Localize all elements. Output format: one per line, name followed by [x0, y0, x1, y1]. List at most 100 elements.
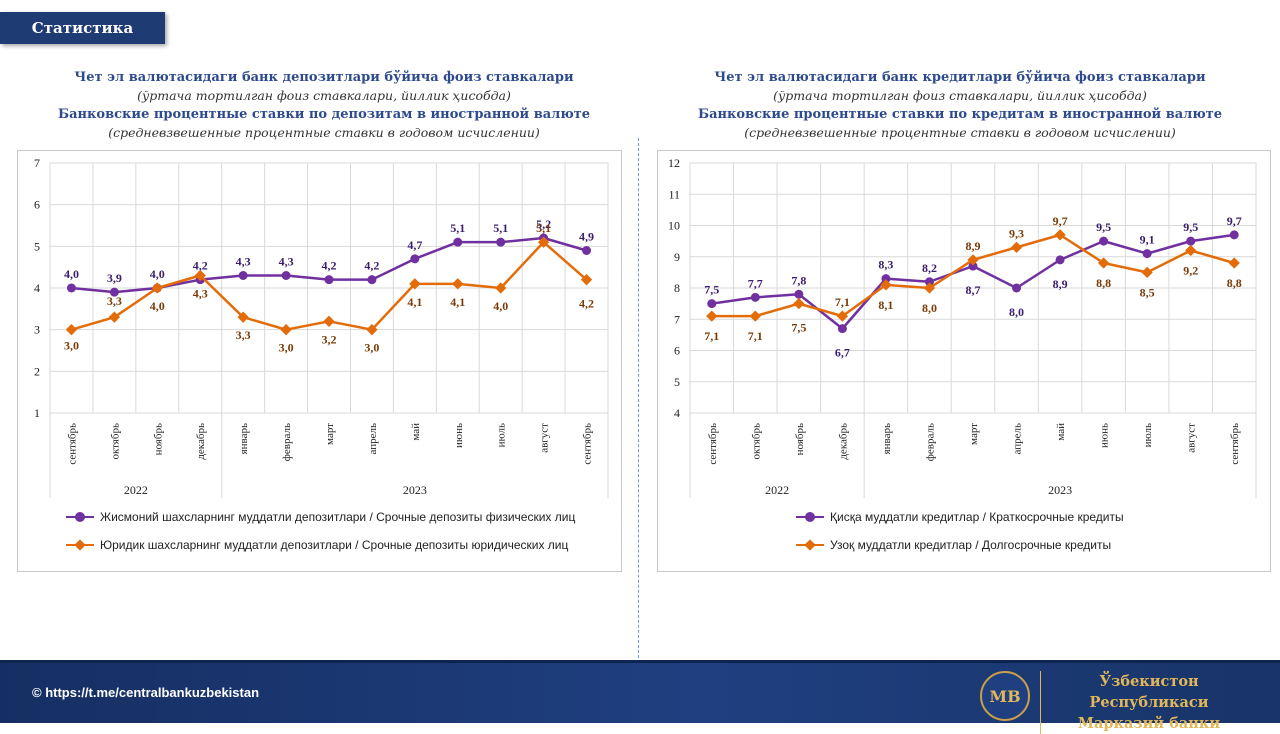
deposit-rates-plot: 1 2 3 4 5 6 7 сентябрь октябрь ноябрь декабрь январ… — [34, 156, 609, 498]
data-label: 9,3 — [1009, 226, 1024, 240]
telegram-link[interactable]: © https://t.me/centralbankuzbekistan — [32, 685, 260, 700]
right-title-uz: Чет эл валютасидаги банк кредитлари бўйи… — [714, 70, 1206, 85]
data-label: 4,0 — [150, 267, 165, 281]
data-label: 9,5 — [1096, 220, 1111, 234]
data-label: 4,0 — [150, 299, 165, 313]
left-subtitle-uz: (ўртача тортилган фоиз ставкалари, йилли… — [137, 88, 511, 103]
data-point — [924, 277, 934, 287]
y-tick-label: 1 — [34, 406, 40, 420]
y-tick-label: 12 — [668, 156, 680, 170]
legend-label: Узоқ муддатли кредитлар / Долгосрочные к… — [830, 538, 1112, 552]
x-tick-label: июнь — [1099, 423, 1111, 448]
x-tick-label: июль — [496, 423, 508, 447]
data-label: 4,1 — [407, 295, 422, 309]
data-point — [794, 289, 804, 299]
circle-marker-icon — [796, 512, 824, 522]
y-tick-label: 3 — [34, 323, 40, 337]
y-tick-label: 10 — [668, 219, 680, 233]
diamond-marker-icon — [796, 540, 824, 550]
data-label: 8,0 — [922, 301, 937, 315]
data-point — [495, 282, 507, 294]
data-label: 3,0 — [364, 341, 379, 355]
legend-item-legal-deposits: Юридик шахсларнинг муддатли депозитлари … — [66, 538, 568, 552]
data-label: 3,0 — [64, 339, 79, 353]
data-point — [1055, 255, 1065, 265]
y-tick-label: 5 — [674, 375, 680, 389]
x-tick-label: сентябрь — [66, 423, 78, 465]
data-point — [238, 271, 248, 280]
data-label: 3,0 — [279, 341, 294, 355]
data-label: 4,0 — [493, 299, 508, 313]
loan-rates-plot: 4 5 6 7 8 9 10 11 12 сентябрь октябрь ноябрь декабрь… — [668, 156, 1257, 498]
data-label: 6,7 — [835, 346, 850, 360]
data-label: 4,2 — [364, 259, 379, 273]
data-point — [968, 261, 978, 271]
panel-divider — [638, 138, 639, 658]
data-point — [749, 310, 761, 322]
data-label: 4,7 — [407, 238, 422, 252]
data-point — [410, 254, 420, 264]
x-tick-label: февраль — [924, 423, 936, 461]
right-subtitle-uz: (ўртача тортилган фоиз ставкалари, йилли… — [773, 88, 1147, 103]
legend-item-individual-deposits: Жисмоний шахсларнинг муддатли депозитлар… — [66, 510, 575, 524]
data-label: 5,2 — [536, 217, 551, 231]
data-point — [706, 310, 718, 322]
data-label: 3,3 — [107, 294, 122, 308]
data-point — [65, 324, 78, 336]
x-tick-label: август — [1186, 423, 1198, 453]
data-label: 8,0 — [1009, 305, 1024, 319]
y-tick-label: 7 — [34, 156, 40, 170]
x-tick-label: январь — [238, 423, 250, 454]
bank-name-line2: Марказий банки — [1077, 715, 1221, 732]
data-point — [1141, 266, 1153, 279]
data-point — [881, 274, 891, 284]
data-label: 7,1 — [835, 295, 850, 309]
data-label: 8,9 — [1053, 277, 1068, 291]
data-point — [108, 311, 121, 323]
data-point — [237, 311, 249, 323]
left-subtitle-ru: (средневзвешенные процентные ставки в го… — [108, 125, 540, 140]
data-label: 4,9 — [579, 230, 594, 244]
data-point — [366, 324, 378, 336]
y-tick-label: 2 — [34, 364, 40, 378]
data-label: 3,3 — [236, 328, 251, 342]
data-point — [1229, 230, 1239, 240]
year-label: 2023 — [403, 483, 427, 497]
data-label: 4,2 — [193, 259, 208, 273]
right-title-ru: Банковские процентные ставки по кредитам… — [697, 107, 1222, 122]
section-label: Статистика — [0, 12, 165, 44]
diamond-marker-icon — [66, 540, 94, 550]
x-tick-label: апрель — [367, 423, 379, 455]
data-label: 9,7 — [1227, 214, 1242, 228]
year-label: 2022 — [765, 483, 789, 497]
data-point — [1142, 249, 1152, 259]
data-label: 4,1 — [450, 295, 465, 309]
y-tick-label: 11 — [668, 187, 680, 201]
x-tick-label: ноябрь — [794, 423, 806, 455]
x-tick-label: март — [324, 423, 336, 445]
data-point — [837, 324, 847, 334]
data-label: 7,1 — [748, 329, 763, 343]
x-tick-label: сентябрь — [707, 423, 719, 465]
data-point — [1099, 236, 1109, 246]
x-tick-label: январь — [881, 423, 893, 454]
data-label: 3,9 — [107, 271, 122, 285]
data-label: 7,1 — [704, 329, 719, 343]
data-point — [707, 299, 717, 309]
x-tick-label: май — [1055, 423, 1067, 441]
data-point — [367, 275, 377, 285]
data-label: 8,1 — [878, 298, 893, 312]
bank-name: Ўзбекистон Республикаси Марказий банки — [1040, 671, 1249, 734]
data-point — [496, 237, 506, 247]
x-tick-label: октябрь — [109, 423, 121, 460]
data-point — [582, 246, 592, 255]
series-0: 7,5 7,7 7,8 6,7 8,3 8,2 8,7 8,0 8,9 9,5 9,1 9,5 9,7 — [704, 214, 1241, 360]
data-label: 4,2 — [322, 259, 337, 273]
data-label: 5,1 — [536, 221, 551, 235]
circle-marker-icon — [66, 512, 94, 522]
data-point — [323, 315, 335, 327]
data-point — [452, 278, 464, 290]
x-tick-label: декабрь — [837, 423, 849, 460]
year-label: 2023 — [1048, 483, 1072, 497]
legend-item-long-term-loans: Узоқ муддатли кредитлар / Долгосрочные к… — [796, 538, 1111, 552]
